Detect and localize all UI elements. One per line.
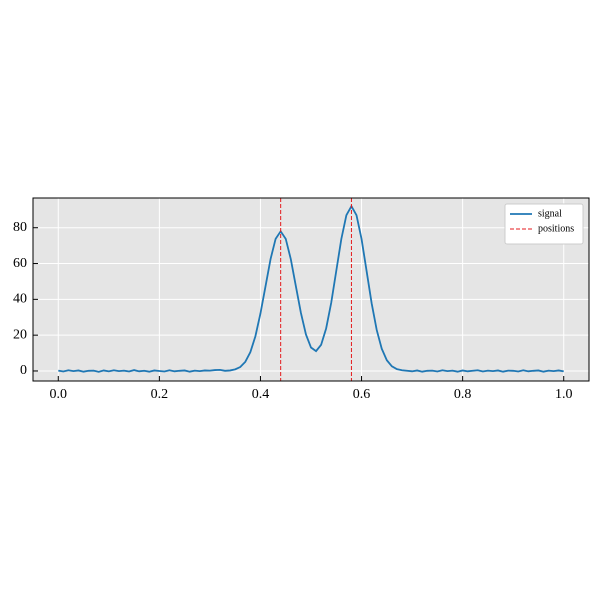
plot-frame [32, 197, 590, 382]
x-tick-label: 0.4 [252, 387, 270, 402]
y-tick-label: 60 [13, 256, 27, 271]
legend-label: positions [538, 223, 574, 234]
x-tick-label: 0.6 [353, 387, 371, 402]
plot-area [33, 198, 589, 381]
signal-line [58, 204, 564, 373]
y-tick-label: 20 [13, 327, 27, 342]
y-tick-label: 80 [13, 220, 27, 235]
x-tick-label: 0.0 [50, 387, 68, 402]
y-tick-label: 0 [20, 363, 27, 378]
x-tick-label: 1.0 [555, 387, 573, 402]
x-tick-label: 0.2 [151, 387, 169, 402]
x-tick-label: 0.8 [454, 387, 472, 402]
y-tick-label: 40 [13, 292, 27, 307]
legend-label: signal [538, 208, 562, 219]
